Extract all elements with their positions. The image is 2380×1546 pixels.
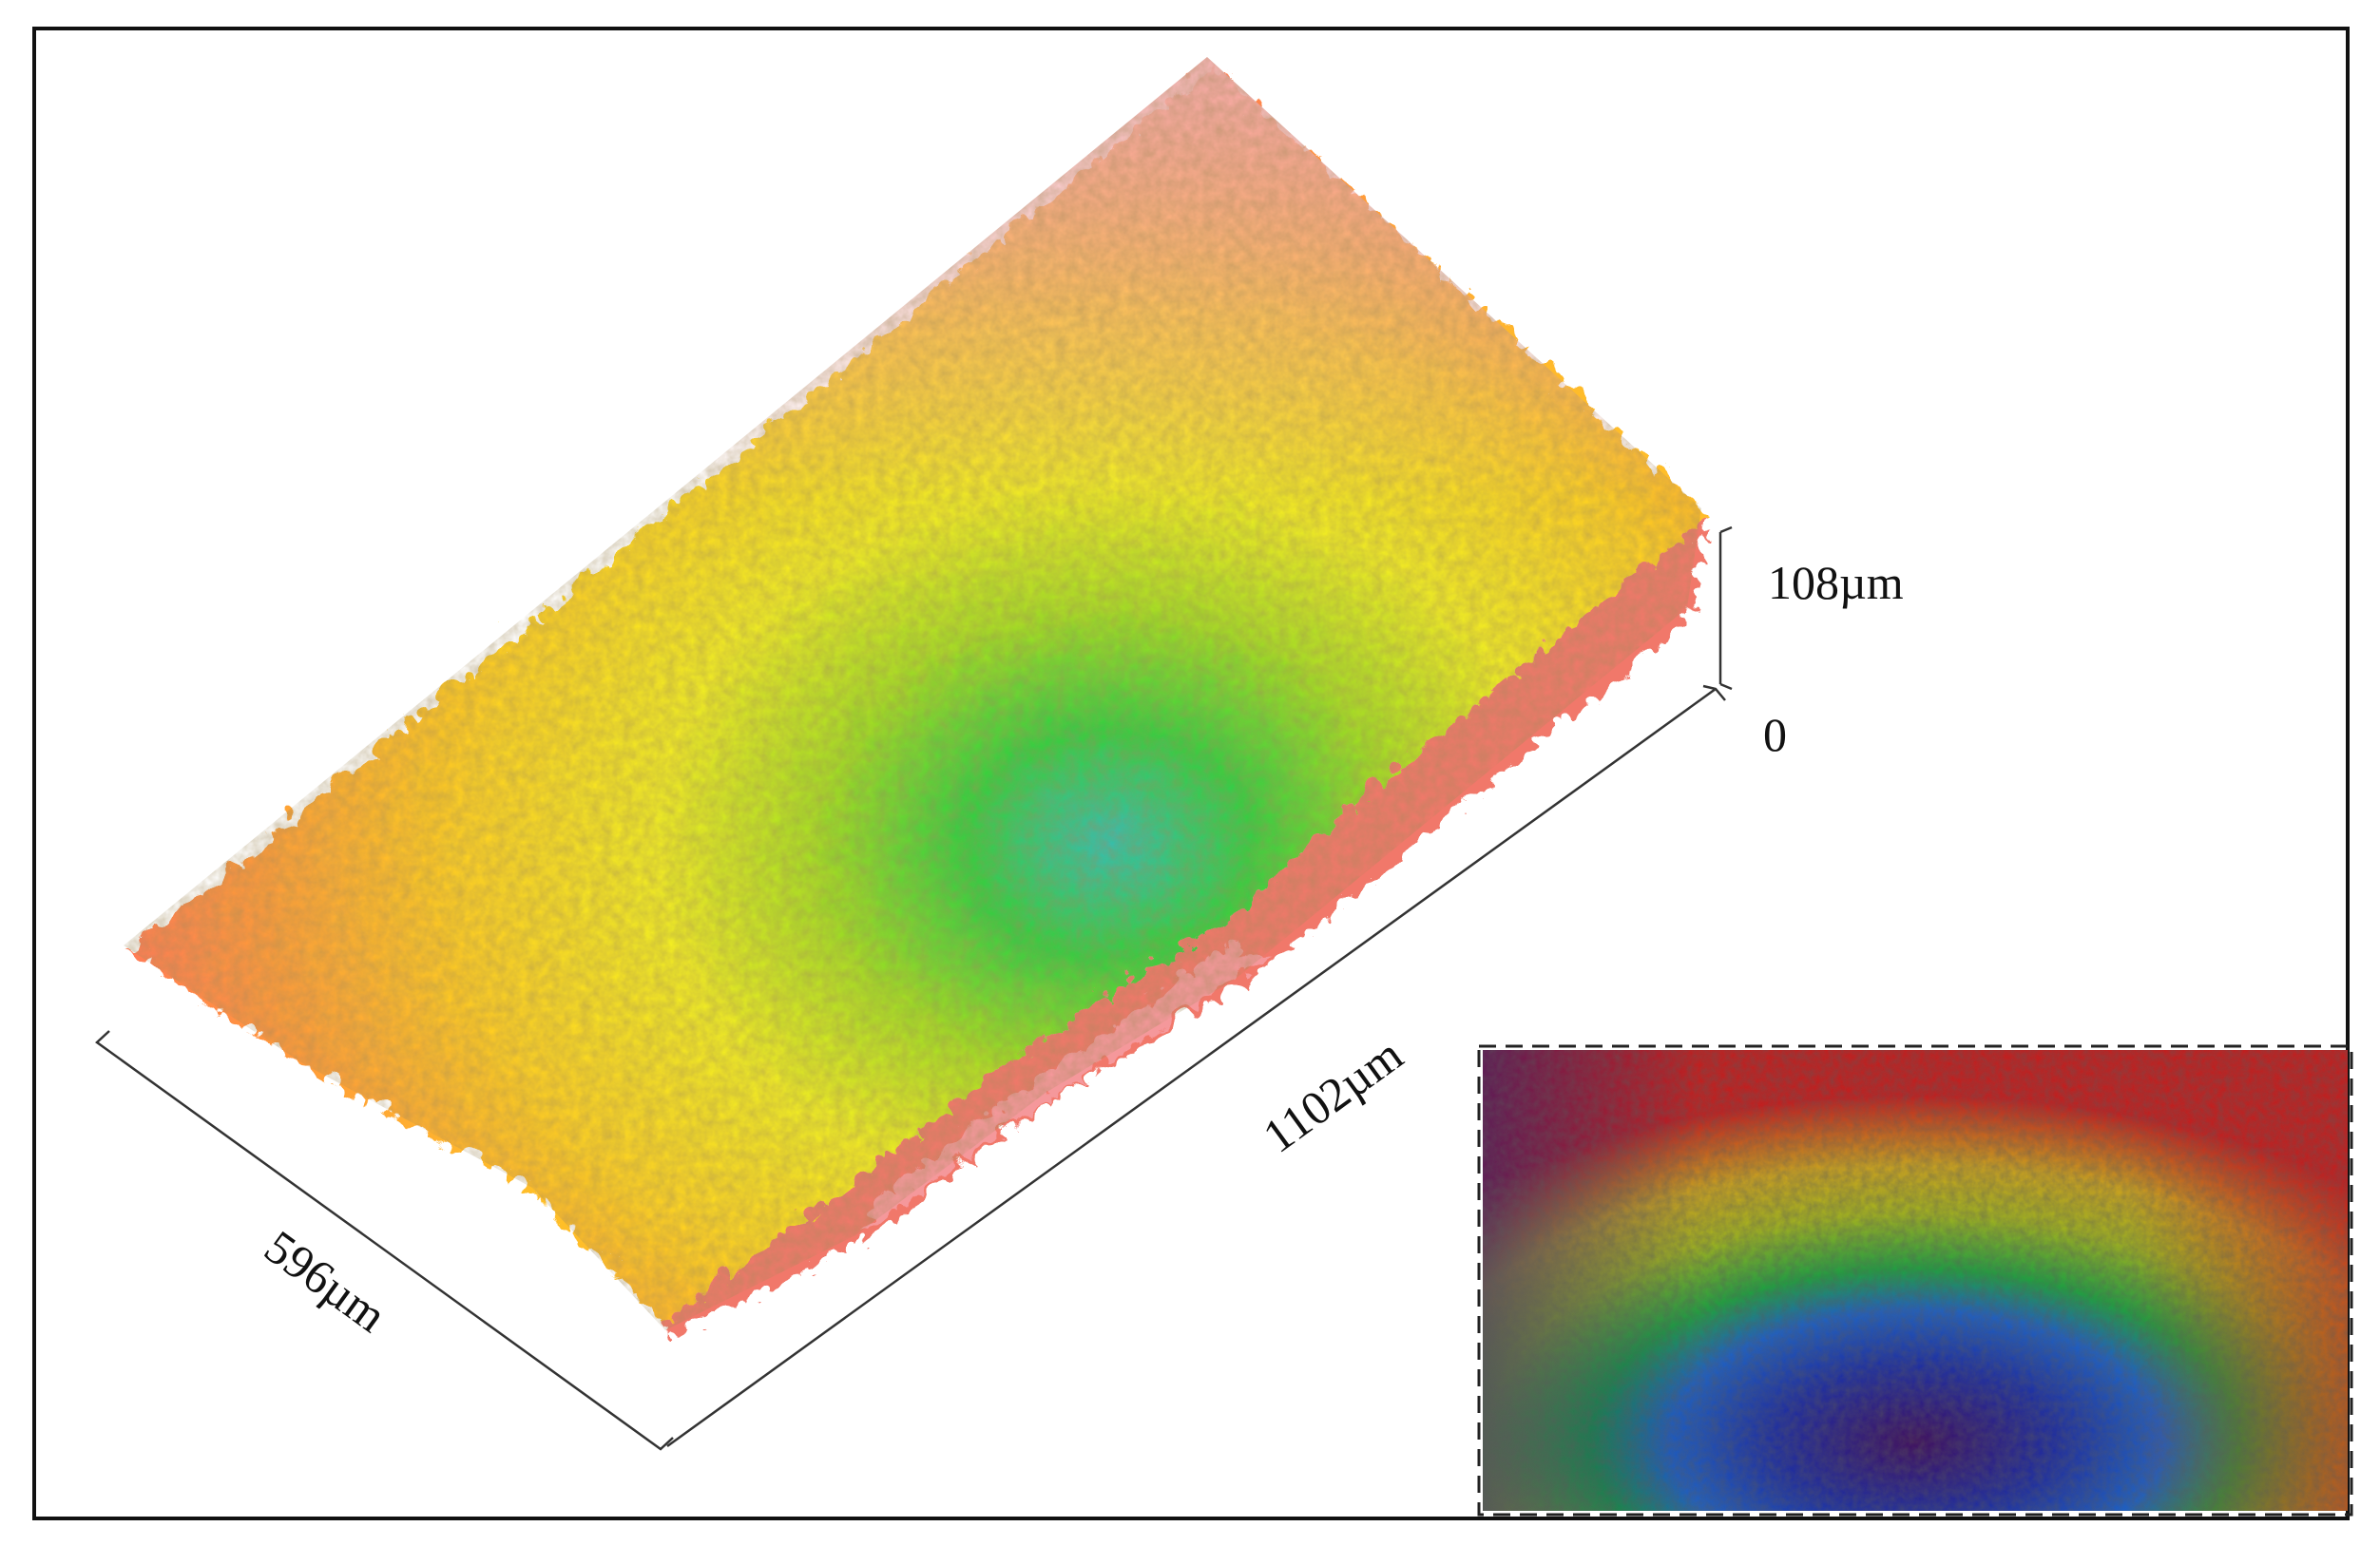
inset-texture	[1483, 1050, 2348, 1511]
surface-3d-plot	[124, 57, 1701, 1330]
height-axis-top-tick	[1719, 525, 1733, 534]
inset-border	[1477, 1044, 2353, 1517]
surface-texture	[124, 57, 1701, 1330]
width-label: 596µm	[256, 1220, 396, 1343]
figure-border	[32, 27, 2350, 1520]
height-zero-label: 0	[1763, 708, 1787, 761]
height-max-label: 108µm	[1768, 556, 1904, 609]
length-label: 1102µm	[1254, 1027, 1412, 1163]
axes	[95, 525, 1733, 1451]
height-axis-bottom-tick	[1719, 682, 1733, 691]
inset-height-map	[1477, 1044, 2353, 1517]
length-axis	[666, 687, 1717, 1448]
length-axis-cap	[1702, 684, 1726, 701]
width-axis	[95, 1030, 674, 1451]
